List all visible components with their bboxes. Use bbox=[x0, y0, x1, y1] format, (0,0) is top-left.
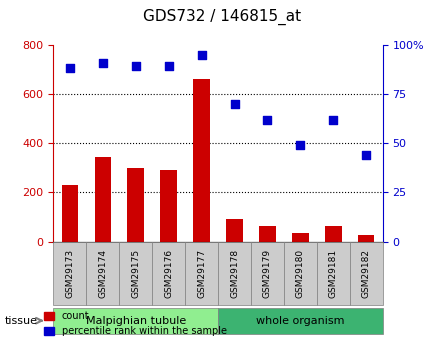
Point bbox=[66, 66, 73, 71]
Text: GSM29180: GSM29180 bbox=[296, 249, 305, 298]
Point bbox=[264, 117, 271, 122]
Point bbox=[132, 64, 139, 69]
Text: GSM29176: GSM29176 bbox=[164, 249, 173, 298]
Bar bbox=[161, 170, 177, 242]
Point bbox=[198, 52, 205, 57]
Text: GSM29181: GSM29181 bbox=[329, 249, 338, 298]
Point bbox=[231, 101, 238, 107]
Bar bbox=[194, 79, 210, 242]
Point bbox=[165, 64, 172, 69]
Text: Malpighian tubule: Malpighian tubule bbox=[85, 316, 186, 326]
Text: GSM29174: GSM29174 bbox=[98, 249, 107, 298]
Text: GSM29179: GSM29179 bbox=[263, 249, 272, 298]
Text: GSM29182: GSM29182 bbox=[362, 249, 371, 298]
Legend: count, percentile rank within the sample: count, percentile rank within the sample bbox=[40, 307, 231, 340]
Point bbox=[99, 60, 106, 65]
Bar bbox=[95, 157, 111, 241]
Bar bbox=[227, 219, 243, 242]
Text: GSM29177: GSM29177 bbox=[197, 249, 206, 298]
Bar bbox=[62, 185, 78, 242]
Bar bbox=[128, 168, 144, 241]
Point bbox=[330, 117, 337, 122]
Text: GSM29173: GSM29173 bbox=[65, 249, 74, 298]
Bar bbox=[358, 235, 375, 242]
Text: tissue: tissue bbox=[4, 316, 37, 326]
Bar bbox=[259, 226, 276, 241]
Text: GSM29178: GSM29178 bbox=[230, 249, 239, 298]
Bar bbox=[292, 233, 309, 242]
Text: GDS732 / 146815_at: GDS732 / 146815_at bbox=[143, 9, 302, 25]
Text: whole organism: whole organism bbox=[256, 316, 344, 326]
Point bbox=[363, 152, 370, 158]
Point bbox=[297, 142, 304, 148]
Bar bbox=[325, 226, 342, 241]
Text: GSM29175: GSM29175 bbox=[131, 249, 140, 298]
